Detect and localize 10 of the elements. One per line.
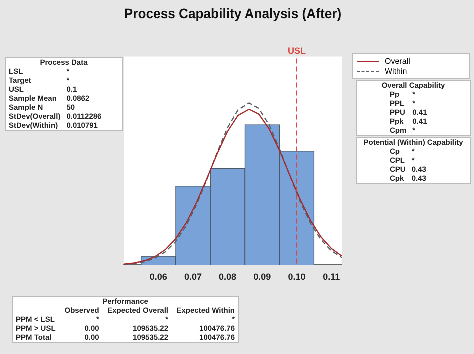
chart-title: Process Capability Analysis (After): [124, 6, 342, 22]
x-tick-label: 0.11: [323, 272, 340, 282]
x-tick-label: 0.06: [150, 272, 168, 282]
legend-label: Overall: [385, 56, 410, 66]
x-tick-label: 0.09: [254, 272, 272, 282]
x-tick-label: 0.07: [184, 272, 202, 282]
legend-label: Within: [385, 66, 408, 76]
x-tick-label: 0.08: [219, 272, 237, 282]
ref-line-label: USL: [288, 46, 307, 56]
x-tick-label: 0.10: [288, 272, 306, 282]
